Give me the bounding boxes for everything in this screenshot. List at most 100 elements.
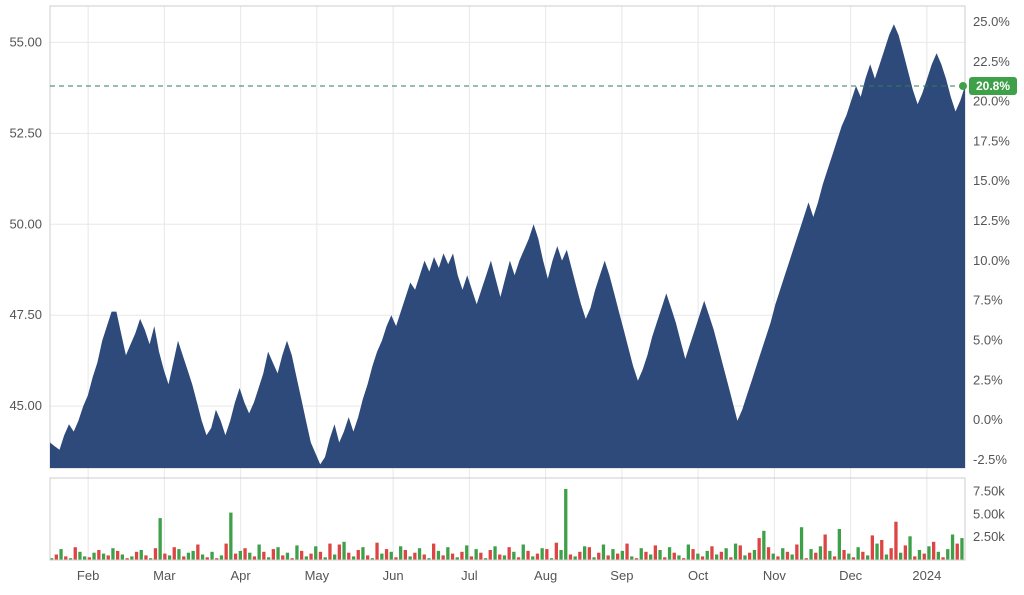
- volume-bar: [597, 553, 600, 560]
- volume-bar: [432, 544, 435, 560]
- volume-bar: [59, 549, 62, 560]
- volume-bar: [833, 556, 836, 560]
- volume-bar: [111, 548, 114, 560]
- volume-bar: [710, 546, 713, 560]
- volume-bar: [295, 545, 298, 560]
- volume-bar: [611, 549, 614, 560]
- volume-bar: [644, 552, 647, 560]
- volume-bar: [880, 540, 883, 560]
- volume-bar: [498, 555, 501, 561]
- volume-bar: [894, 522, 897, 560]
- stock-chart[interactable]: 45.0047.5050.0052.5055.00-2.5%0.0%2.5%5.…: [0, 0, 1024, 595]
- volume-bar: [569, 555, 572, 561]
- volume-bar: [479, 553, 482, 560]
- volume-bar: [390, 552, 393, 560]
- volume-bar: [578, 552, 581, 560]
- volume-bar: [649, 555, 652, 561]
- volume-bar: [748, 553, 751, 560]
- volume-bar: [720, 552, 723, 560]
- volume-bar: [531, 556, 534, 560]
- volume-bar: [828, 551, 831, 560]
- volume-bar: [522, 545, 525, 561]
- volume-bar: [489, 550, 492, 560]
- volume-bar: [706, 551, 709, 560]
- volume-bar: [847, 554, 850, 560]
- volume-bar: [536, 554, 539, 560]
- volume-bar: [413, 553, 416, 560]
- volume-tick-label: 5.00k: [973, 506, 1005, 521]
- volume-bar: [541, 548, 544, 560]
- volume-bar: [64, 556, 67, 560]
- volume-bar: [786, 552, 789, 560]
- volume-bar: [508, 547, 511, 560]
- volume-bar: [776, 556, 779, 560]
- volume-bar: [465, 545, 468, 560]
- volume-bar: [262, 552, 265, 560]
- volume-bar: [409, 556, 412, 560]
- volume-bar: [602, 545, 605, 561]
- reference-badge-label: 20.8%: [976, 79, 1010, 93]
- volume-bar: [258, 545, 261, 561]
- volume-bar: [83, 556, 86, 560]
- volume-bar: [281, 555, 284, 560]
- volume-tick-label: 2.50k: [973, 529, 1005, 544]
- volume-bar: [691, 549, 694, 560]
- volume-bar: [800, 527, 803, 560]
- volume-bar: [92, 553, 95, 560]
- y-left-tick-label: 55.00: [9, 34, 42, 49]
- volume-bar: [116, 551, 119, 560]
- volume-bar: [913, 556, 916, 560]
- volume-bar: [78, 552, 81, 560]
- volume-bar: [621, 551, 624, 560]
- volume-bar: [319, 552, 322, 560]
- volume-bar: [470, 556, 473, 560]
- volume-bar: [574, 556, 577, 560]
- volume-bar: [144, 555, 147, 560]
- x-tick-label: May: [305, 568, 330, 583]
- volume-bar: [946, 549, 949, 560]
- x-tick-label: Jul: [461, 568, 478, 583]
- volume-bar: [555, 543, 558, 560]
- volume-bar: [758, 538, 761, 560]
- volume-bar: [640, 548, 643, 560]
- reference-marker: [959, 82, 967, 90]
- x-tick-label: Aug: [534, 568, 557, 583]
- volume-bar: [658, 550, 661, 560]
- volume-bar: [385, 549, 388, 560]
- volume-bar: [352, 556, 355, 560]
- y-right-tick-label: 22.5%: [973, 54, 1010, 69]
- x-tick-label: Mar: [153, 568, 176, 583]
- volume-bar: [616, 554, 619, 560]
- volume-bar: [890, 548, 893, 560]
- volume-bar: [875, 544, 878, 560]
- volume-bar: [673, 553, 676, 560]
- volume-bar: [753, 550, 756, 560]
- volume-bar: [154, 548, 157, 560]
- volume-bar: [130, 556, 133, 560]
- volume-bar: [97, 550, 100, 560]
- volume-bar: [177, 549, 180, 560]
- volume-bar: [767, 547, 770, 560]
- volume-bar: [866, 555, 869, 560]
- price-area: [50, 24, 965, 468]
- volume-bar: [305, 556, 308, 560]
- volume-bar: [121, 555, 124, 561]
- volume-bar: [437, 551, 440, 560]
- volume-bar: [625, 544, 628, 560]
- volume-bar: [201, 555, 204, 561]
- x-tick-label: Jun: [383, 568, 404, 583]
- volume-bar: [937, 552, 940, 560]
- volume-bar: [715, 555, 718, 561]
- volume-bar: [809, 549, 812, 560]
- volume-bar: [182, 556, 185, 560]
- x-tick-label: Oct: [688, 568, 709, 583]
- volume-bar: [239, 551, 242, 560]
- volume-bar: [951, 535, 954, 561]
- volume-bar: [734, 544, 737, 560]
- x-tick-label: Apr: [231, 568, 252, 583]
- volume-bar: [475, 549, 478, 560]
- volume-bar: [342, 542, 345, 560]
- volume-bar: [918, 550, 921, 560]
- y-left-tick-label: 50.00: [9, 216, 42, 231]
- volume-bar: [607, 555, 610, 560]
